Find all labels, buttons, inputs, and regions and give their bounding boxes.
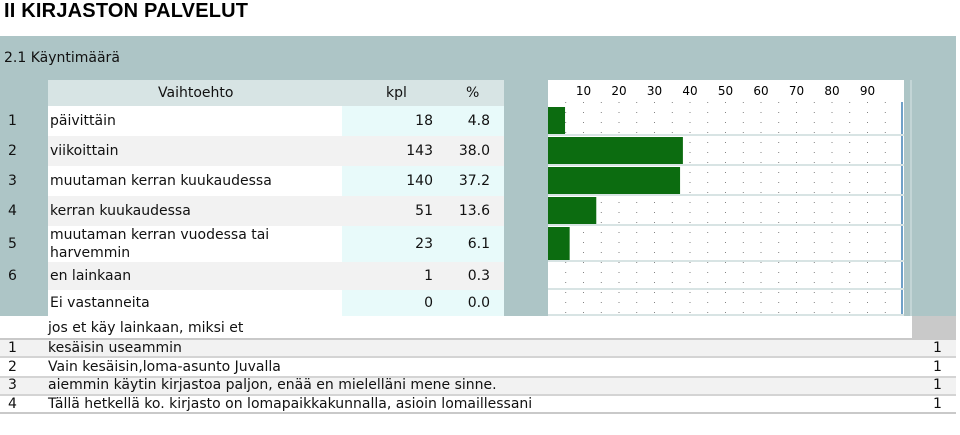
row-number: 5: [8, 236, 17, 252]
number-column: [0, 80, 48, 316]
bar: [548, 197, 597, 224]
row-count: 0: [424, 295, 433, 311]
table-header: [48, 80, 504, 106]
tick-label: 60: [753, 84, 768, 98]
row-percent: 0.0: [467, 295, 490, 311]
answer-number: 1: [8, 340, 17, 356]
answer-number: 3: [8, 377, 17, 393]
bar: [548, 137, 683, 164]
tick-label: 10: [576, 84, 591, 98]
row-percent: 4.8: [467, 113, 490, 129]
row-label: en lainkaan: [50, 268, 132, 284]
row-separator: [548, 288, 904, 290]
section-title: 2.1 Käyntimäärä: [4, 50, 120, 66]
answer-text: kesäisin useammin: [48, 340, 182, 356]
row-percent: 6.1: [467, 236, 490, 252]
row-label: kerran kuukaudessa: [50, 203, 191, 219]
right-spacer-column: [904, 80, 956, 316]
answer-row: [0, 394, 956, 414]
row-number: 2: [8, 143, 17, 159]
row-separator: [548, 224, 904, 226]
row-percent: 0.3: [467, 268, 490, 284]
row-separator: [548, 164, 904, 166]
header-option: Vaihtoehto: [158, 85, 234, 101]
header-count: kpl: [386, 85, 407, 101]
answer-row: [0, 356, 956, 376]
tick-label: 30: [647, 84, 662, 98]
spacer-column: [504, 80, 548, 316]
answer-number: 2: [8, 359, 17, 375]
row-number: 3: [8, 173, 17, 189]
row-label: päivittäin: [50, 113, 116, 129]
row-percent: 37.2: [458, 173, 490, 189]
open-question-prompt: jos et käy lainkaan, miksi et: [48, 320, 244, 336]
row-label: muutaman kerran kuukaudessa: [50, 173, 272, 189]
bar: [548, 167, 681, 194]
bar: [548, 227, 570, 260]
answer-count: 1: [933, 340, 942, 356]
tick-label: 20: [611, 84, 626, 98]
bar-chart-svg: 10 20 30 40 50 60 70 80 90: [548, 84, 904, 316]
tick-label: 80: [824, 84, 839, 98]
row-label: Ei vastanneita: [50, 295, 150, 311]
header-percent: %: [466, 85, 480, 101]
bar: [548, 107, 566, 134]
answer-row: [0, 376, 956, 394]
row-number: 4: [8, 203, 17, 219]
answer-text: Tällä hetkellä ko. kirjasto on lomapaikk…: [48, 396, 533, 412]
row-count: 51: [415, 203, 433, 219]
row-number: 1: [8, 113, 17, 129]
row-percent: 38.0: [458, 143, 490, 159]
answer-number: 4: [8, 396, 17, 412]
tick-label: 70: [789, 84, 804, 98]
row-label-line1: muutaman kerran vuodessa tai: [50, 227, 270, 243]
row-count: 18: [415, 113, 433, 129]
answer-text: aiemmin käytin kirjastoa paljon, enää en…: [48, 377, 497, 393]
section-header: [0, 36, 956, 80]
bar-chart: 10 20 30 40 50 60 70 80 90: [548, 80, 904, 316]
row-count: 143: [406, 143, 433, 159]
answer-row: [0, 338, 956, 356]
answer-count: 1: [933, 396, 942, 412]
row-number: 6: [8, 268, 17, 284]
answer-count: 1: [933, 359, 942, 375]
tick-label: 50: [718, 84, 733, 98]
tick-label: 90: [860, 84, 875, 98]
row-label: viikoittain: [50, 143, 119, 159]
answer-count: 1: [933, 377, 942, 393]
answer-text: Vain kesäisin,loma-asunto Juvalla: [48, 359, 281, 375]
row-separator: [548, 134, 904, 136]
row-count: 23: [415, 236, 433, 252]
row-count: 140: [406, 173, 433, 189]
row-percent: 13.6: [458, 203, 490, 219]
row-separator: [548, 194, 904, 196]
tick-label: 40: [682, 84, 697, 98]
row-separator: [548, 260, 904, 262]
page-title: II KIRJASTON PALVELUT: [4, 0, 249, 22]
row-count: 1: [424, 268, 433, 284]
row-label-line2: harvemmin: [50, 245, 131, 261]
row-separator: [548, 314, 904, 316]
